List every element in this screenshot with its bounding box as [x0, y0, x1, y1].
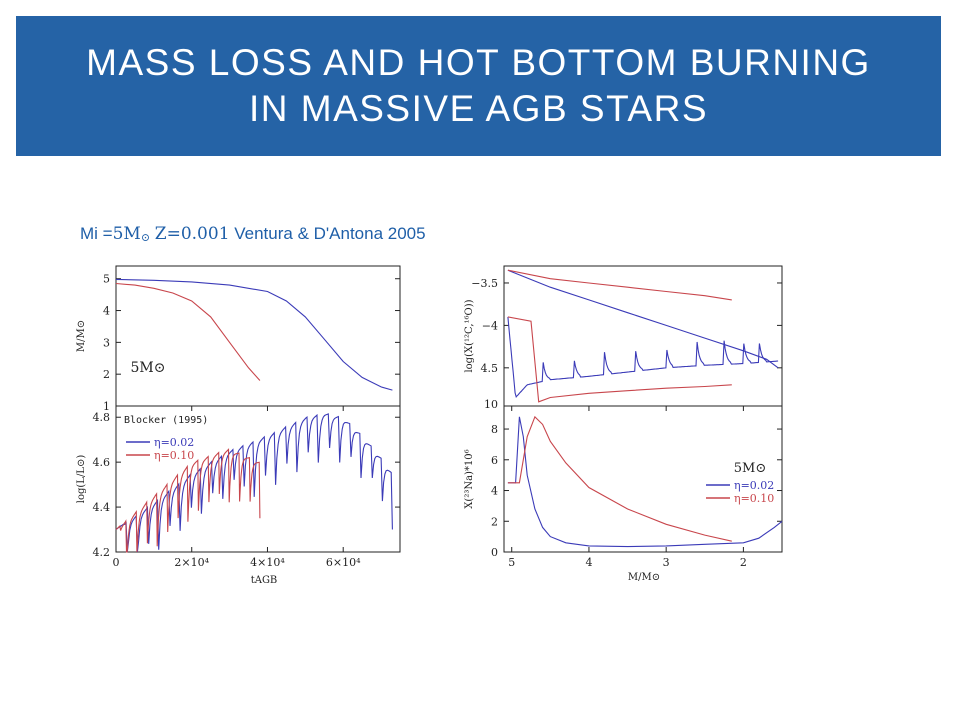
x-tick-label: 4 — [585, 556, 592, 569]
cno-series-3 — [507, 316, 732, 403]
title-line-1: MASS LOSS AND HOT BOTTOM BURNING — [86, 42, 871, 83]
x-tick-label: 2 — [740, 556, 747, 569]
y-tick-label: 4.6 — [93, 456, 111, 469]
luminosity-panel-frame — [115, 405, 401, 553]
luminosity-legend: η=0.02η=0.10 — [126, 436, 194, 462]
title-line-2: IN MASSIVE AGB STARS — [248, 88, 709, 129]
y-tick-label: −3.5 — [471, 277, 498, 290]
sodium-panel-y-label: X(²³Na)*10⁶ — [464, 449, 475, 508]
x-tick-label: 0 — [113, 556, 120, 569]
cno-panel-y-label: log(X(¹²C,¹⁶O)) — [464, 299, 475, 372]
luminosity-panel-annotation: Blocker (1995) — [124, 415, 208, 426]
y-tick-label: 6 — [491, 454, 498, 467]
y-tick-label: 4 — [103, 305, 110, 318]
caption-metallicity: Z=0.001 — [154, 224, 230, 244]
sodium-series-red — [507, 415, 732, 542]
y-tick-label: 4 — [491, 485, 498, 498]
caption-mass: 5M — [112, 224, 141, 244]
caption-reference: Ventura & D'Antona 2005 — [234, 224, 426, 243]
title-banner: MASS LOSS AND HOT BOTTOM BURNING IN MASS… — [16, 16, 941, 156]
x-tick-label: 2×10⁴ — [174, 556, 209, 569]
y-tick-label: 4.4 — [93, 501, 111, 514]
sodium-panel-frame — [503, 405, 783, 553]
sodium-panel-y-ticks: 0 2 4 6 8 — [491, 423, 782, 559]
y-tick-label: 0 — [491, 546, 498, 559]
x-tick-label: 6×10⁴ — [326, 556, 361, 569]
y-tick-label: 3 — [103, 336, 110, 349]
cno-panel-y-ticks: −3.5 −4 4.5 — [471, 277, 782, 375]
y-tick-label: 5 — [103, 273, 110, 286]
luminosity-series-blue — [115, 413, 393, 553]
legend-label: η=0.10 — [154, 449, 194, 462]
luminosity-panel-y-ticks: 4.2 4.4 4.6 4.8 — [93, 411, 400, 559]
y-tick-label: 4.5 — [481, 362, 499, 375]
y-tick-label: 4.8 — [93, 411, 111, 424]
y-tick-label: −4 — [482, 319, 498, 332]
y-tick-label: 8 — [491, 423, 498, 436]
luminosity-panel-x-label: tAGB — [251, 575, 278, 586]
y-tick-label: 2 — [103, 368, 110, 381]
y-tick-label: 2 — [491, 515, 498, 528]
x-tick-label: 5 — [508, 556, 515, 569]
luminosity-panel-y-label: log(L/L⊙) — [76, 455, 87, 504]
caption-prefix: Mi = — [80, 224, 113, 243]
figure-panels: 1 2 3 4 5 M/M⊙ 5M⊙ 4.2 4.4 4.6 4.8 0 2×10⁴ 4×10⁴ 6×10⁴… — [64, 256, 804, 586]
legend-label: η=0.10 — [734, 492, 774, 505]
y-tick-label: 4.2 — [93, 546, 111, 559]
sodium-panel-annotation: 5M⊙ — [734, 461, 766, 476]
cno-series-2 — [507, 316, 779, 399]
sodium-series-blue — [507, 416, 783, 548]
luminosity-series-red — [115, 448, 261, 553]
cno-series-1 — [507, 269, 732, 301]
sodium-panel-x-ticks: 5 4 3 2 — [508, 406, 747, 569]
mass-panel-annotation: 5M⊙ — [131, 360, 166, 376]
mass-series-blue — [115, 278, 393, 391]
mass-panel-y-label: M/M⊙ — [76, 320, 87, 352]
luminosity-panel-x-ticks: 0 2×10⁴ 4×10⁴ 6×10⁴ — [113, 406, 361, 569]
mass-series-red — [115, 282, 261, 381]
x-tick-label: 4×10⁴ — [250, 556, 285, 569]
sodium-panel-x-label: M/M⊙ — [628, 572, 660, 583]
legend-label: η=0.02 — [734, 479, 774, 492]
legend-label: η=0.02 — [154, 436, 194, 449]
cno-panel-extra-tick-label: 10 — [484, 398, 498, 411]
sodium-legend: η=0.02η=0.10 — [706, 479, 774, 505]
x-tick-label: 3 — [663, 556, 670, 569]
slide-title: MASS LOSS AND HOT BOTTOM BURNING IN MASS… — [16, 16, 941, 156]
caption-sun-symbol: ⊙ — [140, 231, 151, 244]
y-tick-label: 1 — [103, 400, 110, 413]
figure-caption: Mi =5M⊙ Z=0.001 Ventura & D'Antona 2005 — [80, 224, 426, 244]
